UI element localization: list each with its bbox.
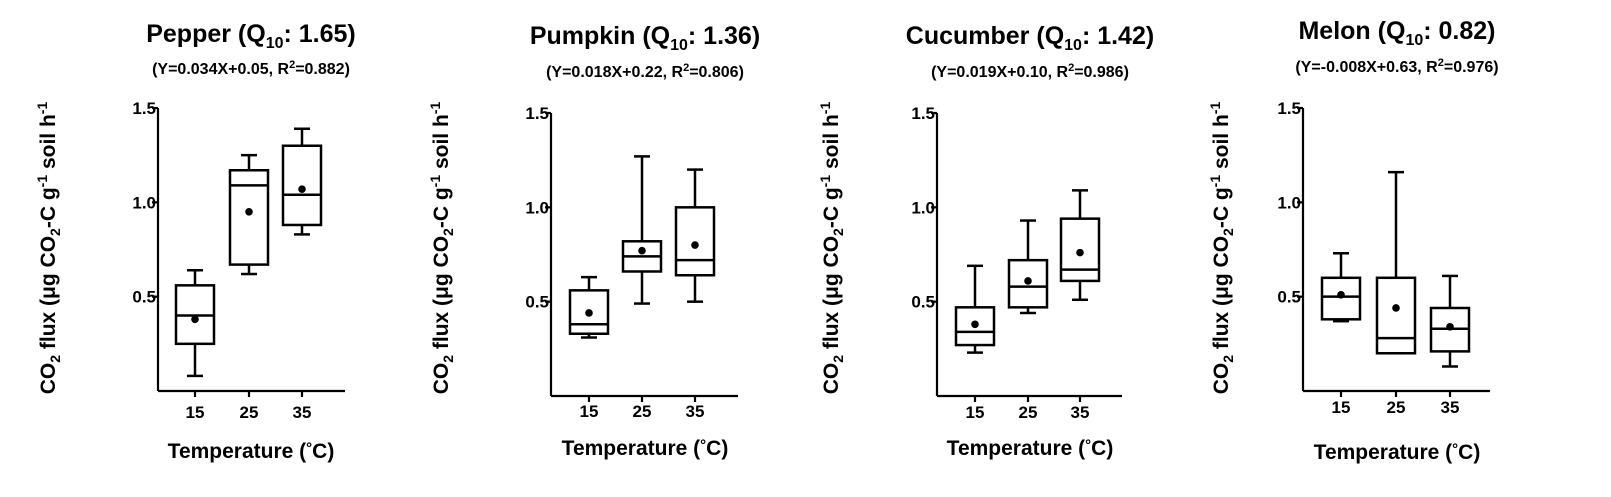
mean-point bbox=[1024, 277, 1032, 285]
x-axis-label: Temperature (°C) bbox=[168, 440, 335, 463]
box-15 bbox=[1320, 252, 1362, 323]
box-35 bbox=[281, 127, 323, 236]
box-15 bbox=[954, 264, 996, 354]
x-axis-label: Temperature (°C) bbox=[562, 437, 729, 460]
y-axis-label: CO2 flux (μg CO2-C g-1 soil h-1 bbox=[817, 102, 846, 395]
box-25 bbox=[228, 153, 270, 276]
y-axis-label: CO2 flux (μg CO2-C g-1 soil h-1 bbox=[1207, 102, 1236, 395]
y-tick-label: 1.0 bbox=[525, 198, 549, 217]
box-25 bbox=[1007, 219, 1049, 315]
iqr-box bbox=[228, 169, 270, 266]
box-35 bbox=[674, 168, 716, 303]
box-35 bbox=[1059, 189, 1101, 302]
iqr-box bbox=[1059, 217, 1101, 283]
x-tick-label: 25 bbox=[240, 403, 259, 422]
x-tick-label: 35 bbox=[293, 403, 312, 422]
y-tick-label: 0.5 bbox=[525, 293, 549, 312]
y-tick-label: 1.5 bbox=[132, 99, 156, 118]
iqr-box bbox=[954, 306, 996, 347]
x-tick-label: 15 bbox=[966, 403, 985, 422]
x-tick-label: 15 bbox=[580, 402, 599, 421]
regression-equation: (Y=0.018X+0.22, R2=0.806) bbox=[546, 62, 744, 81]
x-tick-label: 35 bbox=[686, 402, 705, 421]
iqr-box bbox=[281, 144, 323, 227]
mean-point bbox=[1337, 290, 1345, 299]
iqr-box bbox=[1007, 258, 1049, 309]
box-15 bbox=[568, 275, 610, 339]
y-axis-label: CO2 flux (μg CO2-C g-1 soil h-1 bbox=[34, 102, 63, 395]
mean-point bbox=[638, 246, 646, 255]
x-axis-label: Temperature (°C) bbox=[1314, 441, 1481, 464]
y-tick-label: 1.0 bbox=[132, 193, 156, 212]
x-tick-label: 25 bbox=[1019, 403, 1038, 422]
iqr-box bbox=[568, 289, 610, 335]
chart-panel-melon: Melon (Q10: 0.82) (Y=-0.008X+0.63, R2=0.9… bbox=[1207, 17, 1499, 464]
y-tick-label: 1.0 bbox=[911, 198, 935, 217]
mean-point bbox=[1392, 304, 1400, 312]
x-axis-label: Temperature (°C) bbox=[947, 437, 1114, 460]
regression-equation: (Y=0.019X+0.10, R2=0.986) bbox=[931, 62, 1129, 81]
iqr-box bbox=[674, 206, 716, 277]
regression-equation: (Y=-0.008X+0.63, R2=0.976) bbox=[1295, 57, 1498, 76]
box-35 bbox=[1429, 274, 1471, 368]
mean-point bbox=[1076, 248, 1084, 257]
chart-panel-pepper: Pepper (Q10: 1.65) (Y=0.034X+0.05, R2=0.8… bbox=[34, 20, 356, 463]
iqr-box bbox=[1320, 276, 1362, 321]
chart-title: Melon (Q10: 0.82) bbox=[1298, 17, 1495, 49]
mean-point bbox=[1446, 323, 1454, 331]
box-25 bbox=[1375, 170, 1417, 355]
y-axis-label: CO2 flux (μg CO2-C g-1 soil h-1 bbox=[427, 102, 456, 395]
y-tick-label: 1.5 bbox=[525, 104, 549, 123]
mean-point bbox=[191, 315, 199, 324]
y-tick-label: 0.5 bbox=[1277, 288, 1301, 307]
y-tick-label: 0.5 bbox=[132, 288, 156, 307]
y-tick-label: 1.5 bbox=[911, 104, 935, 123]
x-tick-label: 15 bbox=[1332, 398, 1351, 417]
chart-title: Pepper (Q10: 1.65) bbox=[146, 20, 356, 52]
y-tick-label: 1.0 bbox=[1277, 193, 1301, 212]
box-25 bbox=[621, 155, 663, 305]
y-tick-label: 0.5 bbox=[911, 293, 935, 312]
mean-point bbox=[691, 241, 699, 249]
x-tick-label: 35 bbox=[1441, 398, 1460, 417]
mean-point bbox=[585, 309, 593, 317]
x-tick-label: 25 bbox=[633, 402, 652, 421]
y-tick-label: 1.5 bbox=[1277, 99, 1301, 118]
chart-panel-pumpkin: Pumpkin (Q10: 1.36) (Y=0.018X+0.22, R2=0.… bbox=[427, 22, 760, 460]
chart-title: Cucumber (Q10: 1.42) bbox=[906, 22, 1154, 54]
chart-title: Pumpkin (Q10: 1.36) bbox=[530, 22, 760, 54]
iqr-box bbox=[1375, 276, 1417, 355]
regression-equation: (Y=0.034X+0.05, R2=0.882) bbox=[152, 59, 350, 78]
mean-point bbox=[298, 185, 306, 193]
mean-point bbox=[245, 207, 253, 216]
x-tick-label: 15 bbox=[186, 403, 205, 422]
mean-point bbox=[971, 320, 979, 329]
chart-panel-cucumber: Cucumber (Q10: 1.42) (Y=0.019X+0.10, R2=0… bbox=[817, 22, 1154, 460]
box-15 bbox=[174, 269, 216, 378]
x-tick-label: 35 bbox=[1071, 403, 1090, 422]
x-tick-label: 25 bbox=[1387, 398, 1406, 417]
